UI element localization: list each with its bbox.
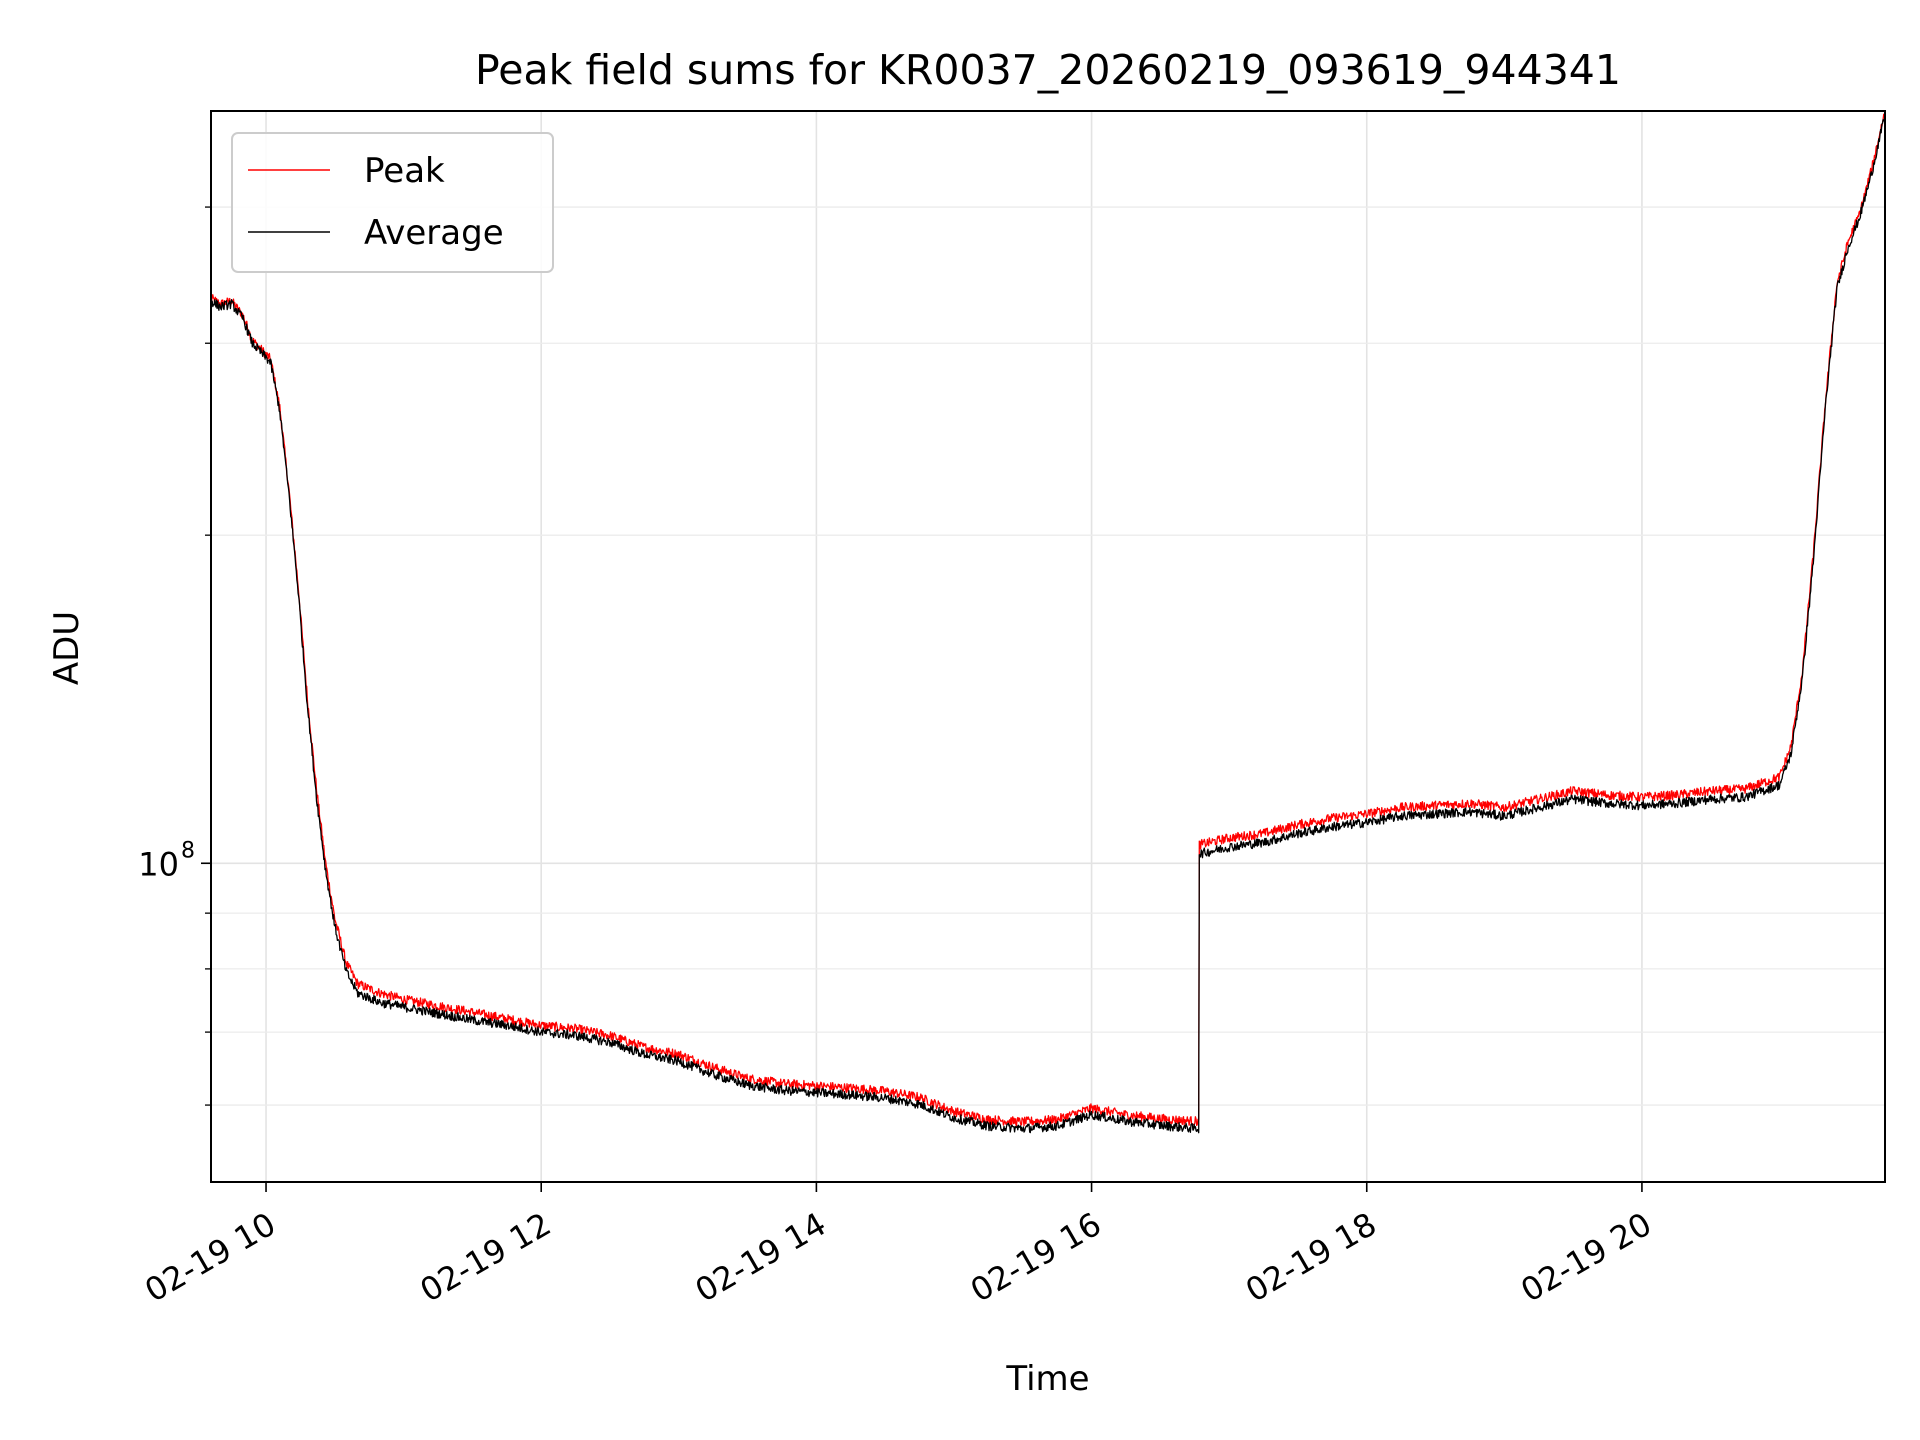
legend-label-average: Average (364, 213, 504, 253)
legend: Peak Average (231, 132, 554, 273)
y-tick-exponent: 8 (181, 838, 195, 863)
plot-frame (210, 110, 1886, 1183)
y-axis-label: ADU (47, 611, 87, 685)
x-axis-label: Time (1005, 1359, 1089, 1399)
series-line-average (210, 114, 1886, 1134)
grid (211, 111, 1885, 1182)
series-layer (210, 110, 1886, 1134)
y-tick-label: 10 (138, 845, 179, 883)
chart-title: Peak field sums for KR0037_20260219_0936… (475, 46, 1621, 94)
series-line-peak (210, 110, 1886, 1127)
legend-box (231, 132, 554, 273)
y-axis: 10 8 (138, 206, 211, 1106)
legend-label-peak: Peak (364, 151, 445, 191)
